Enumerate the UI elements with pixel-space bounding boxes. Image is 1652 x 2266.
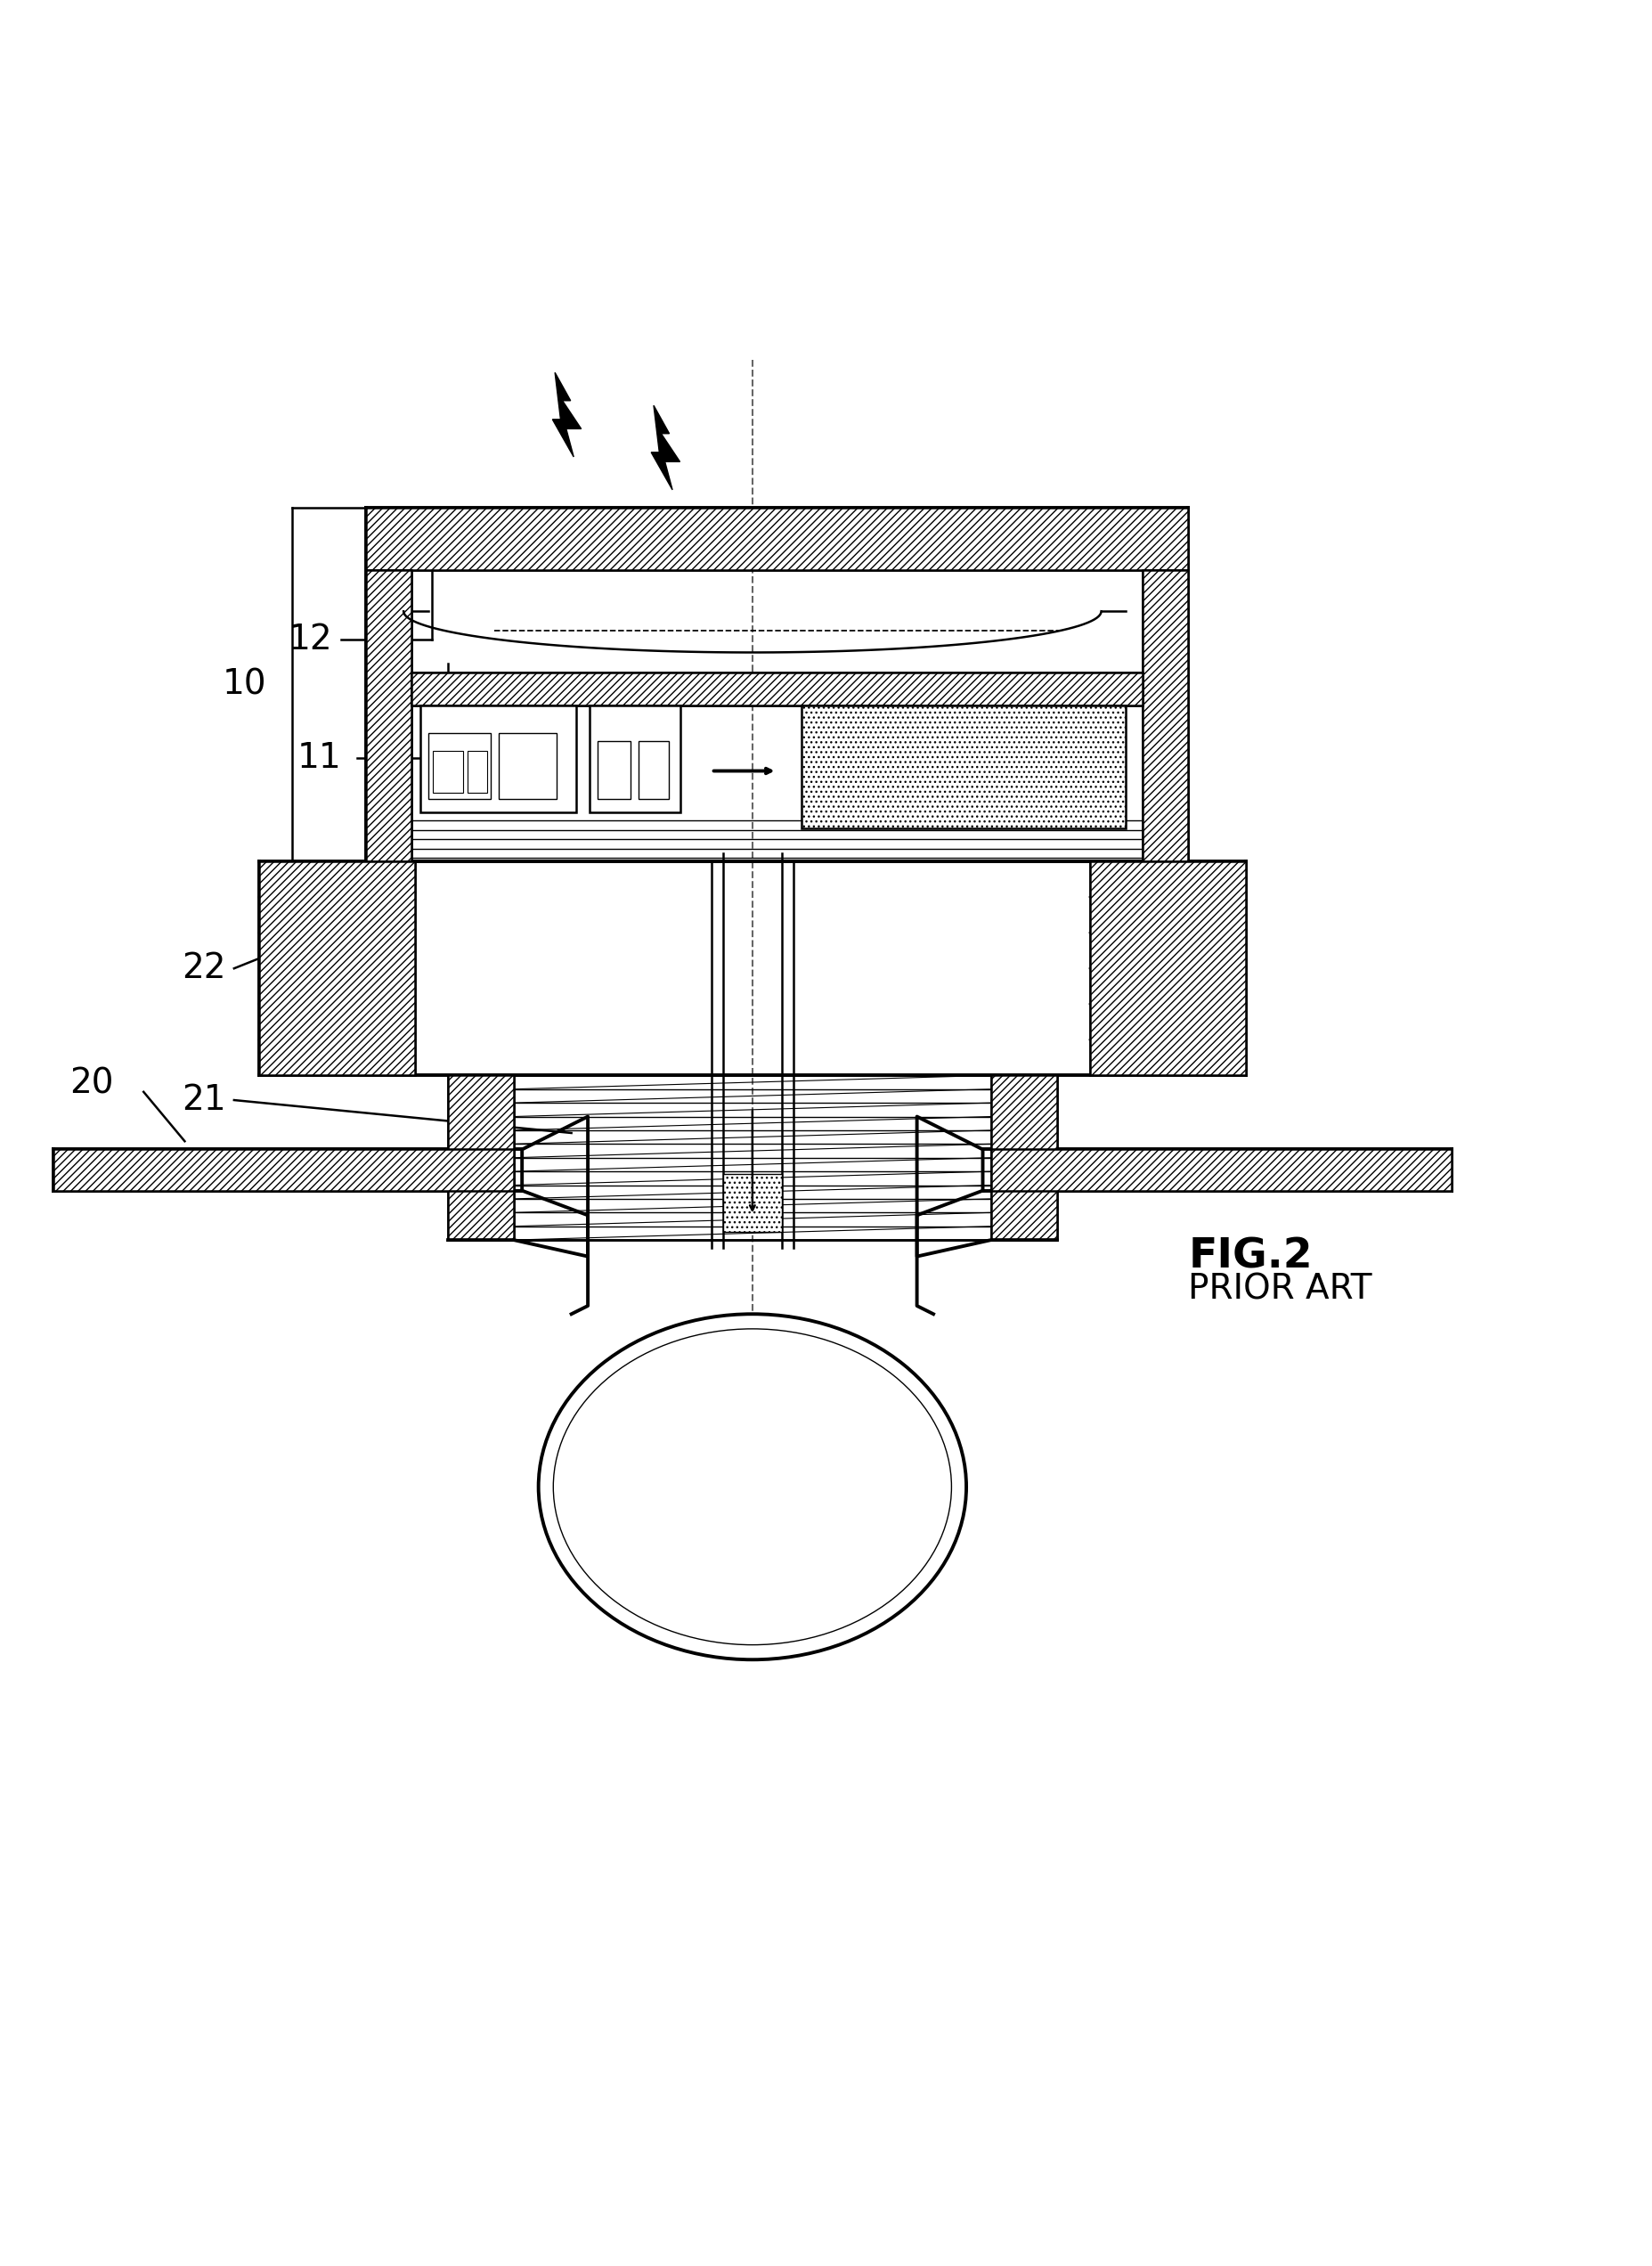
Text: 21: 21 [182, 1083, 226, 1117]
Text: 22: 22 [182, 952, 226, 986]
Bar [420, 705, 577, 811]
Bar [433, 752, 463, 793]
Bar [801, 705, 1125, 829]
Bar [991, 1076, 1056, 1240]
Bar [259, 861, 415, 1076]
Bar [639, 741, 667, 800]
Text: 11: 11 [297, 741, 340, 775]
Text: FIG.2: FIG.2 [1188, 1237, 1312, 1276]
Bar [468, 752, 487, 793]
Text: 12: 12 [289, 623, 332, 657]
Text: 10: 10 [223, 668, 268, 702]
Bar [598, 741, 631, 800]
Bar [1142, 571, 1188, 861]
Bar [448, 1076, 514, 1240]
Bar [365, 571, 411, 861]
Polygon shape [552, 372, 582, 458]
Bar [499, 734, 557, 800]
Bar [411, 673, 1142, 705]
Ellipse shape [539, 1314, 966, 1659]
Bar [590, 705, 679, 811]
Bar [53, 1149, 514, 1190]
Text: 20: 20 [69, 1067, 114, 1101]
Polygon shape [651, 406, 679, 489]
Bar [428, 734, 491, 800]
Bar [1089, 861, 1246, 1076]
Bar [991, 1149, 1450, 1190]
Text: PRIOR ART: PRIOR ART [1188, 1273, 1371, 1305]
Bar [722, 1174, 781, 1233]
Bar [365, 508, 1188, 571]
